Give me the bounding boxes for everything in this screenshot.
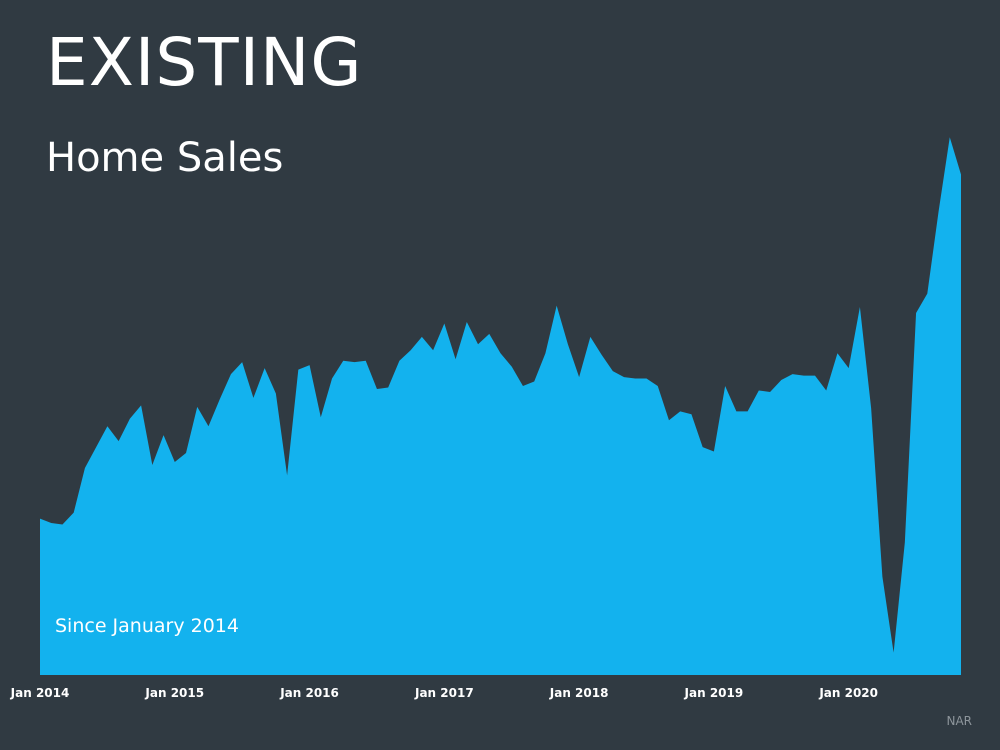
area-series <box>40 137 961 676</box>
x-tick-label: Jan 2016 <box>279 686 339 700</box>
chart-annotation: Since January 2014 <box>55 615 239 637</box>
x-axis: Jan 2014 Jan 2015 Jan 2016 Jan 2017 Jan 2018… <box>10 686 878 700</box>
chart-title: EXISTING <box>46 24 363 101</box>
area-layer <box>40 137 961 676</box>
x-tick-label: Jan 2019 <box>684 686 744 700</box>
x-tick-label: Jan 2020 <box>818 686 878 700</box>
chart-subtitle: Home Sales <box>46 135 284 181</box>
x-tick-label: Jan 2017 <box>414 686 474 700</box>
source-label: NAR <box>946 714 972 728</box>
x-tick-label: Jan 2014 <box>10 686 70 700</box>
x-tick-label: Jan 2015 <box>144 686 204 700</box>
x-tick-label: Jan 2018 <box>549 686 609 700</box>
